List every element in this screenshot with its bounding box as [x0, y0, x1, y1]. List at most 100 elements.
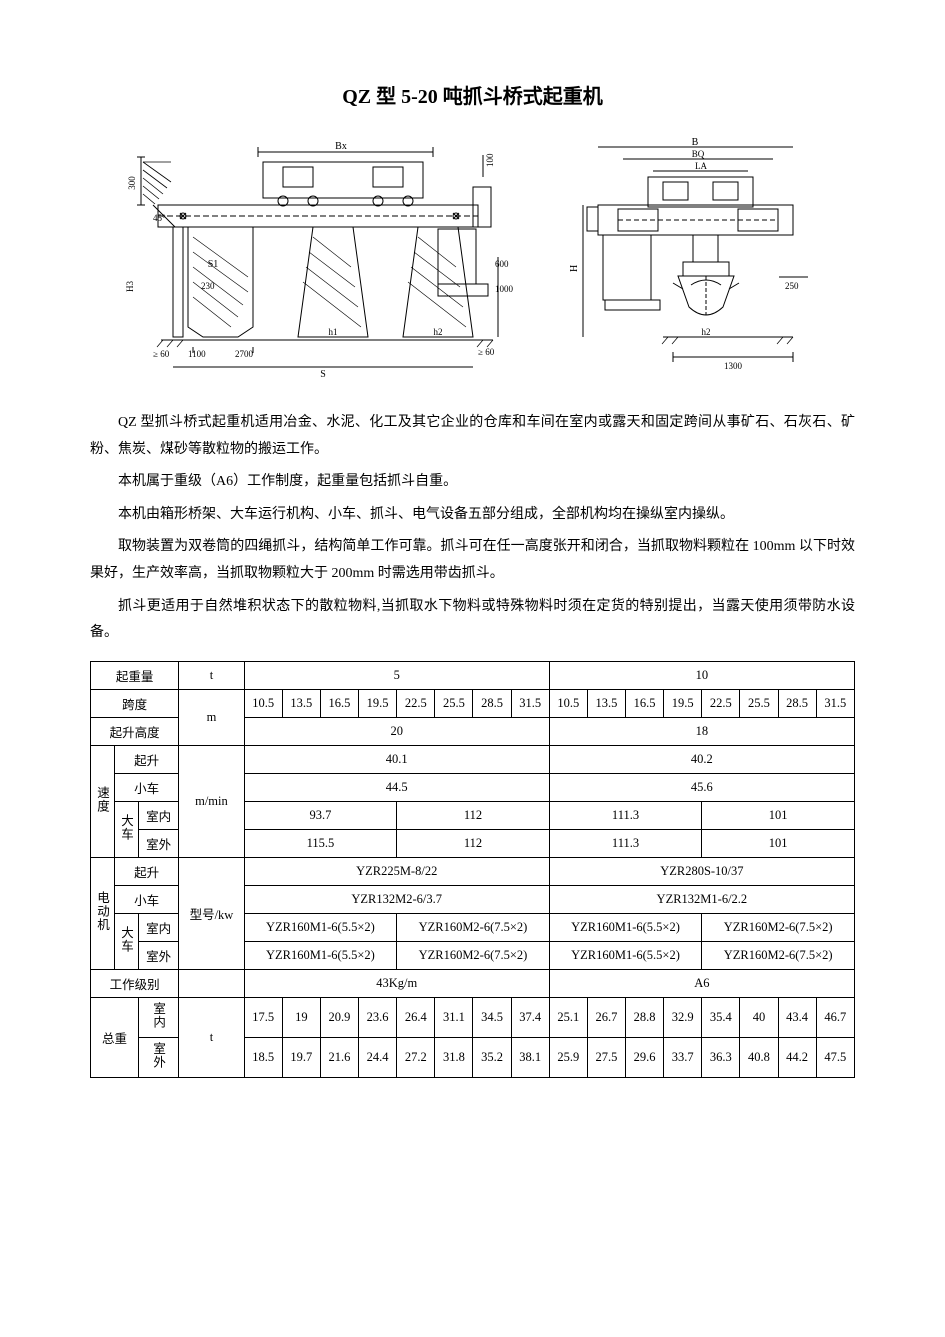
- cell-value: A6: [549, 969, 854, 997]
- svg-text:S: S: [320, 369, 326, 380]
- svg-text:1100: 1100: [188, 349, 206, 359]
- cell-value: 115.5: [244, 829, 397, 857]
- cell-value: 18: [549, 717, 854, 745]
- cell-value: 23.6: [359, 997, 397, 1037]
- cell-value: YZR160M2-6(7.5×2): [397, 941, 550, 969]
- cell-value: 28.8: [625, 997, 663, 1037]
- cell-value: 29.6: [625, 1037, 663, 1077]
- svg-text:h2: h2: [701, 327, 710, 337]
- cell-value: 18.5: [244, 1037, 282, 1077]
- cell-label: 小车: [115, 885, 179, 913]
- cell-value: 45.6: [549, 773, 854, 801]
- cell-unit: m: [179, 689, 244, 745]
- cell-label: 室外: [139, 829, 179, 857]
- cell-value: 19: [282, 997, 320, 1037]
- cell-value: YZR160M2-6(7.5×2): [702, 941, 855, 969]
- cell-label: 大车: [115, 801, 139, 857]
- diagram-side-view: Bx 300 100 45°: [123, 137, 533, 382]
- svg-text:H: H: [569, 265, 580, 272]
- cell-value: YZR132M1-6/2.2: [549, 885, 854, 913]
- cell-value: 31.1: [435, 997, 473, 1037]
- cell-value: 22.5: [397, 689, 435, 717]
- cell-label: 电动机: [91, 857, 115, 969]
- svg-text:Bx: Bx: [335, 141, 347, 152]
- cell-value: 27.5: [587, 1037, 625, 1077]
- cell-value: 28.5: [473, 689, 511, 717]
- cell-value: 47.5: [816, 1037, 854, 1077]
- cell-value: YZR160M1-6(5.5×2): [549, 913, 702, 941]
- paragraph: QZ 型抓斗桥式起重机适用冶金、水泥、化工及其它企业的仓库和车间在室内或露天和固…: [90, 410, 855, 463]
- cell-value: 112: [397, 829, 550, 857]
- diagram-end-view: B BQ LA H: [563, 137, 823, 382]
- cell-label: 室内: [139, 801, 179, 829]
- cell-label: 室外: [139, 941, 179, 969]
- cell-value: 40: [740, 997, 778, 1037]
- cell-value: 40.2: [549, 745, 854, 773]
- cell-unit: m/min: [179, 745, 244, 857]
- cell-unit: 型号/kw: [179, 857, 244, 969]
- svg-text:≥ 60: ≥ 60: [153, 349, 170, 359]
- cell-value: 10.5: [549, 689, 587, 717]
- cell-value: 112: [397, 801, 550, 829]
- cell-label: 总重: [91, 997, 139, 1077]
- cell-value: 17.5: [244, 997, 282, 1037]
- cell-value: 25.5: [740, 689, 778, 717]
- cell-label: 速度: [91, 745, 115, 857]
- cell-value: YZR160M2-6(7.5×2): [397, 913, 550, 941]
- svg-text:100: 100: [485, 153, 495, 167]
- cell-value: 22.5: [702, 689, 740, 717]
- cell-value: 33.7: [664, 1037, 702, 1077]
- svg-text:1000: 1000: [495, 284, 514, 294]
- cell-value: 19.5: [359, 689, 397, 717]
- cell-value: 34.5: [473, 997, 511, 1037]
- svg-text:600: 600: [495, 259, 509, 269]
- paragraph: 抓斗更适用于自然堆积状态下的散粒物料,当抓取水下物料或特殊物料时须在定货的特别提…: [90, 594, 855, 647]
- cell-value: 16.5: [625, 689, 663, 717]
- cell-value: 93.7: [244, 801, 397, 829]
- svg-text:250: 250: [785, 281, 799, 291]
- cell-value: YZR160M1-6(5.5×2): [244, 913, 397, 941]
- svg-text:h2: h2: [433, 327, 442, 337]
- svg-text:≥ 60: ≥ 60: [478, 347, 495, 357]
- cell-value: YZR160M1-6(5.5×2): [244, 941, 397, 969]
- cell-value: 27.2: [397, 1037, 435, 1077]
- cell-label: 工作级别: [91, 969, 179, 997]
- svg-text:230: 230: [201, 281, 215, 291]
- cell-value: 32.9: [664, 997, 702, 1037]
- cell-value: 28.5: [778, 689, 816, 717]
- cell-value: 101: [702, 829, 855, 857]
- cell-value: 35.2: [473, 1037, 511, 1077]
- cell-label: 小车: [115, 773, 179, 801]
- cell-unit: t: [179, 661, 244, 689]
- diagram-row: Bx 300 100 45°: [90, 137, 855, 382]
- cell-value: 10.5: [244, 689, 282, 717]
- cell-value: 24.4: [359, 1037, 397, 1077]
- cell-value: 19.5: [664, 689, 702, 717]
- cell-value: 26.7: [587, 997, 625, 1037]
- cell-value: 20.9: [320, 997, 358, 1037]
- svg-text:S1: S1: [207, 259, 218, 270]
- cell-label: 起升: [115, 857, 179, 885]
- cell-label: 跨度: [91, 689, 179, 717]
- cell-value: 21.6: [320, 1037, 358, 1077]
- cell-value: 44.5: [244, 773, 549, 801]
- cell-value: 111.3: [549, 801, 702, 829]
- cell-value: 40.8: [740, 1037, 778, 1077]
- cell-label: 室内: [139, 913, 179, 941]
- svg-text:300: 300: [127, 176, 137, 190]
- cell-value: 46.7: [816, 997, 854, 1037]
- cell-value: 36.3: [702, 1037, 740, 1077]
- svg-text:B: B: [691, 137, 698, 148]
- cell-label: 大车: [115, 913, 139, 969]
- svg-text:BQ: BQ: [691, 149, 704, 159]
- cell-value: 31.5: [816, 689, 854, 717]
- cell-value: 16.5: [320, 689, 358, 717]
- cell-value: 10: [549, 661, 854, 689]
- cell-value: YZR225M-8/22: [244, 857, 549, 885]
- svg-text:H3: H3: [125, 281, 135, 292]
- cell-value: 43Kg/m: [244, 969, 549, 997]
- cell-value: 38.1: [511, 1037, 549, 1077]
- svg-text:45°: 45°: [153, 213, 166, 223]
- cell-label: 室外: [139, 1037, 179, 1077]
- cell-label: 起重量: [91, 661, 179, 689]
